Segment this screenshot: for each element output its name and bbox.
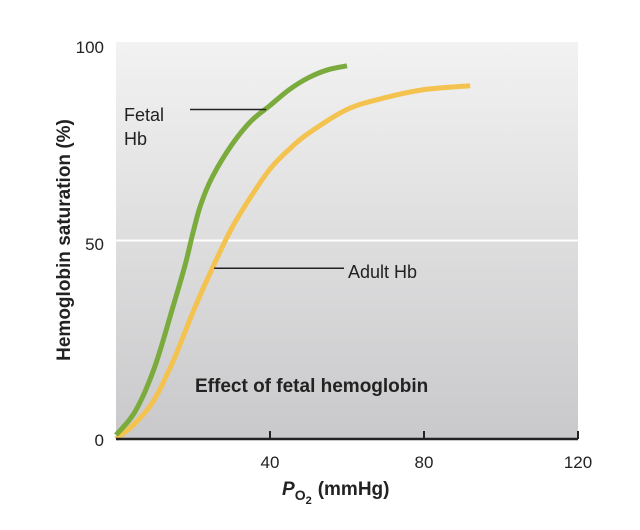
x-axis-title-unit: (mmHg) — [318, 479, 390, 500]
x-tick-label-80: 80 — [415, 453, 434, 472]
x-axis-title-var: P — [282, 479, 295, 500]
series-label-fetal: Fetal Hb — [124, 105, 169, 149]
y-tick-label-50: 50 — [85, 235, 104, 254]
series-label-fetal-line1: Fetal — [124, 105, 164, 125]
y-axis-title: Hemoglobin saturation (%) — [54, 119, 75, 361]
x-axis-title-sub: O — [295, 487, 306, 503]
y-tick-label-100: 100 — [76, 38, 104, 57]
adult-hb-curve — [114, 83, 471, 441]
x-tick-label-120: 120 — [564, 453, 592, 472]
fetal-hb-curve — [114, 63, 348, 437]
chart-title: Effect of fetal hemoglobin — [195, 376, 428, 397]
x-tick-label-40: 40 — [261, 453, 280, 472]
x-axis-title: PO2 (mmHg) — [282, 479, 389, 507]
y-tick-label-0: 0 — [95, 431, 104, 450]
x-axis-title-subsub: 2 — [306, 495, 312, 507]
series-label-adult: Adult Hb — [348, 262, 417, 282]
series-label-fetal-line2: Hb — [124, 129, 147, 149]
